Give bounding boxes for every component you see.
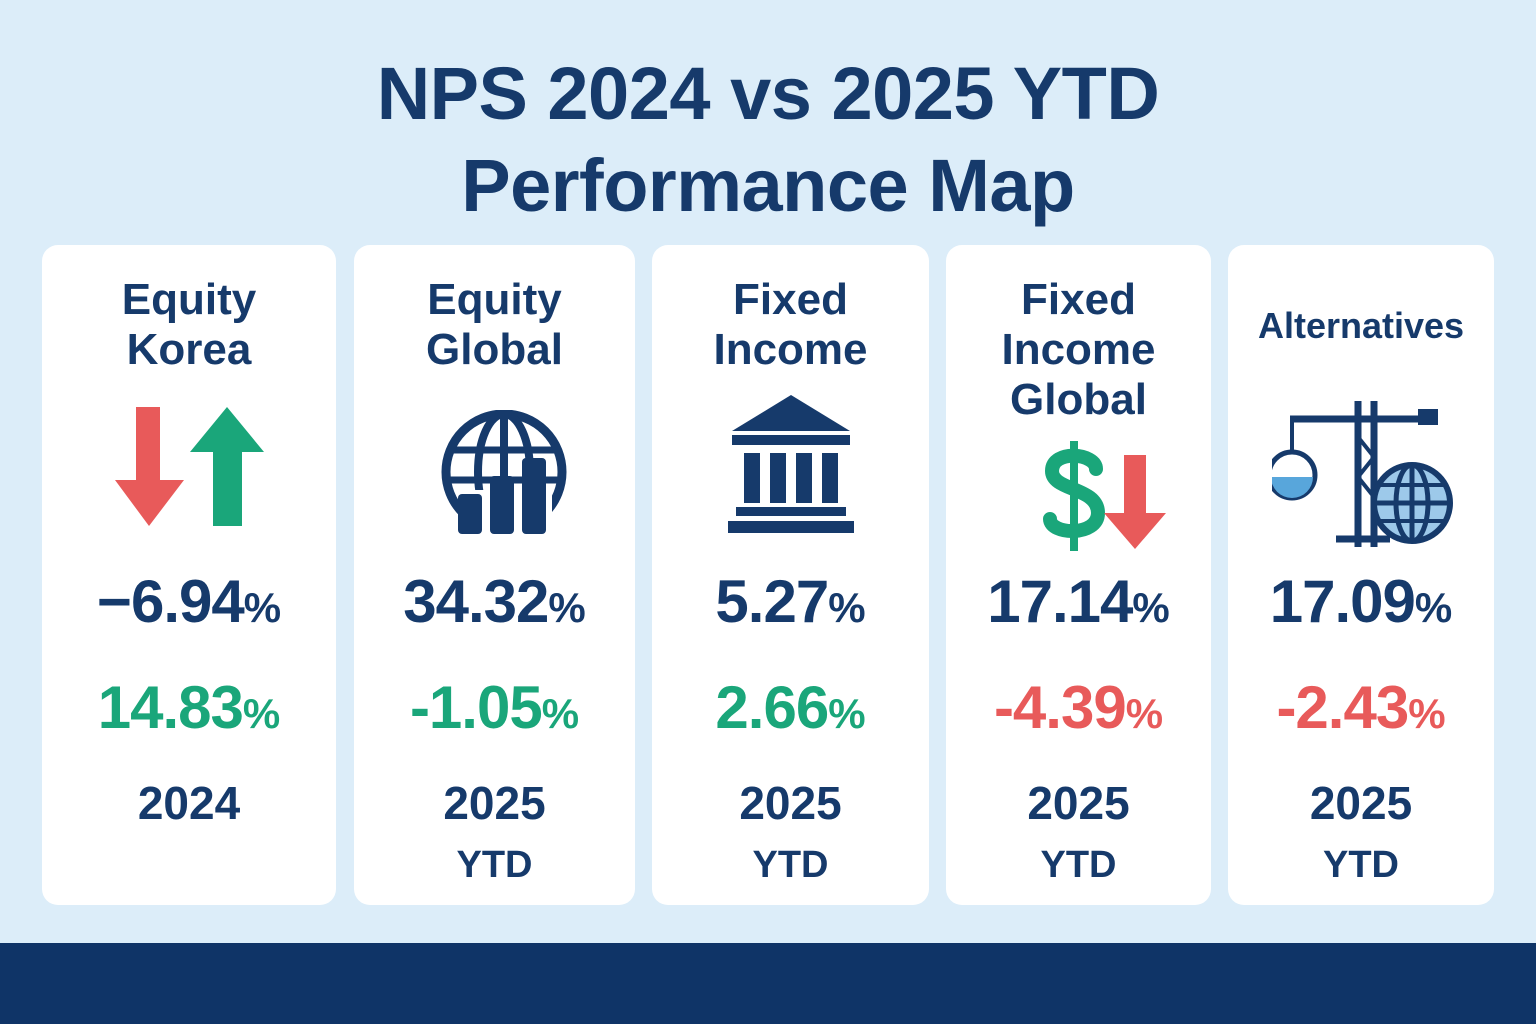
value-2024: −6.94% — [42, 567, 336, 643]
value-number: 34.32 — [403, 568, 549, 635]
card-label-line: Equity — [121, 275, 257, 324]
period-suffix: YTD — [752, 844, 829, 886]
card-alternatives: Alternatives 17.09% -2.43% 2025 YTD — [1228, 245, 1494, 905]
card-equity-korea: Equity Korea −6.94% 14.83% 2024 — [42, 245, 336, 905]
title-line-2: Performance Map — [461, 144, 1075, 227]
period-year: 2025 — [443, 777, 546, 829]
card-label-line: Korea — [126, 325, 252, 374]
percent-sign: % — [1125, 690, 1164, 737]
crane-globe-icon — [1272, 401, 1453, 547]
up-arrow — [190, 407, 264, 526]
card-equity-global: Equity Global 34.32% -1.05% 2025 YTD — [354, 245, 635, 905]
period-year: 2025 — [1309, 777, 1413, 829]
card-label: Fixed Income Global — [946, 275, 1211, 425]
card-fixed-income: Fixed Income 5.27% 2.66% 2025 YTD — [652, 245, 929, 905]
card-label-line: Alternatives — [1257, 305, 1465, 346]
down-arrow — [115, 407, 184, 526]
card-label-line: Income — [1001, 325, 1156, 374]
period-suffix: YTD — [456, 844, 533, 886]
card-label: Equity Global — [354, 275, 635, 375]
card-label-line: Fixed — [733, 275, 848, 324]
percent-sign: % — [828, 584, 866, 631]
percent-sign: % — [828, 690, 866, 737]
value-2024: 17.09% — [1228, 567, 1494, 643]
value-number: 2.66 — [715, 674, 829, 741]
period-suffix: YTD — [1040, 844, 1117, 886]
value-number: 14.83 — [97, 674, 244, 741]
up-down-arrows-icon — [115, 407, 264, 526]
card-label-line: Global — [426, 325, 563, 374]
footer-bar — [0, 943, 1536, 1024]
percent-sign: % — [1408, 690, 1446, 737]
period-year: 2025 — [739, 777, 842, 829]
card-label-line: Fixed — [1021, 275, 1136, 324]
value-number: 17.09 — [1269, 568, 1416, 635]
value-number: -1.05 — [409, 674, 543, 741]
percent-sign: % — [243, 584, 282, 631]
percent-sign: % — [1414, 584, 1453, 631]
card-label: Fixed Income — [652, 275, 929, 375]
period-suffix: YTD — [1323, 844, 1399, 886]
value-2024: 34.32% — [354, 567, 635, 643]
value-2024: 5.27% — [652, 567, 929, 643]
value-number: 5.27 — [715, 568, 829, 635]
card-fixed-income-global: Fixed Income Global 17.14% -4.39% 2025 Y… — [946, 245, 1211, 905]
bank-building-icon — [728, 395, 854, 533]
card-label: Alternatives — [1228, 303, 1494, 349]
percent-sign: % — [541, 690, 580, 737]
value-2025: -1.05% — [354, 673, 635, 749]
value-2025: 14.83% — [42, 673, 336, 749]
globe-bar-chart-icon — [441, 410, 567, 540]
value-number: 17.14 — [987, 568, 1133, 635]
card-label-line: Income — [713, 325, 868, 374]
value-2025: -2.43% — [1228, 673, 1494, 749]
percent-sign: % — [548, 584, 586, 631]
value-number: -4.39 — [993, 674, 1127, 741]
card-label-line: Equity — [427, 275, 562, 324]
card-label-line: Global — [1010, 375, 1147, 424]
dollar-down-arrow-icon — [1042, 435, 1167, 555]
value-number: −6.94 — [96, 568, 245, 635]
percent-sign: % — [1132, 584, 1170, 631]
period-year: 2024 — [137, 777, 241, 829]
value-number: -2.43 — [1276, 674, 1409, 741]
card-label: Equity Korea — [42, 275, 336, 375]
value-2025: 2.66% — [652, 673, 929, 749]
period-year: 2025 — [1027, 777, 1130, 829]
percent-sign: % — [242, 690, 281, 737]
value-2024: 17.14% — [946, 567, 1211, 643]
chart-title: NPS 2024 vs 2025 YTD Performance Map — [0, 48, 1536, 232]
value-2025: -4.39% — [946, 673, 1211, 749]
title-line-1: NPS 2024 vs 2025 YTD — [376, 52, 1160, 135]
